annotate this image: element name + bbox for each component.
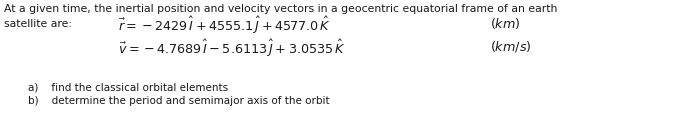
Text: b)    determine the period and semimajor axis of the orbit: b) determine the period and semimajor ax…	[28, 96, 330, 106]
Text: $(km/s)$: $(km/s)$	[490, 39, 532, 54]
Text: $\vec{r} = -2429\,\hat{I}+4555.1\,\hat{J}+4577.0\,\hat{K}$: $\vec{r} = -2429\,\hat{I}+4555.1\,\hat{J…	[118, 15, 331, 36]
Text: a)    find the classical orbital elements: a) find the classical orbital elements	[28, 82, 228, 92]
Text: At a given time, the inertial position and velocity vectors in a geocentric equa: At a given time, the inertial position a…	[4, 4, 557, 14]
Text: satellite are:: satellite are:	[4, 19, 72, 29]
Text: $\vec{v} = -4.7689\,\hat{I}-5.6113\,\hat{J}+3.0535\,\hat{K}$: $\vec{v} = -4.7689\,\hat{I}-5.6113\,\hat…	[118, 38, 346, 59]
Text: $(km)$: $(km)$	[490, 16, 521, 31]
